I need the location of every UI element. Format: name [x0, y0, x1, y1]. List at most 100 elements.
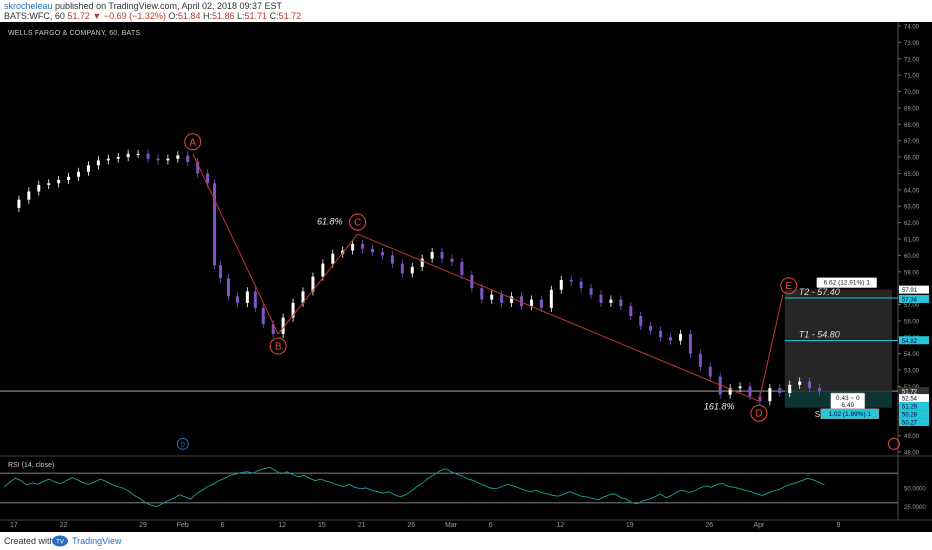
chart-canvas[interactable]: 74.00 73.00 72.00 71.00 70.00 69.00 68.00 67.00… [0, 22, 932, 532]
y-tick-label: 61.00 [904, 238, 920, 244]
rsi-y-tick-label: 50.0000 [904, 487, 926, 493]
y-tick-label: 62.00 [904, 221, 920, 227]
candle-body [281, 317, 285, 335]
price-axis-tag-text: 51.72 [902, 390, 918, 396]
x-tick-label: 17 [10, 522, 18, 529]
candle-body [619, 299, 623, 307]
candle-body [166, 158, 170, 161]
earnings-marker-icon[interactable] [888, 437, 900, 450]
target-label: T2 - 57.40 [799, 287, 840, 297]
author-link[interactable]: skrocheleau [4, 1, 53, 11]
y-tick-label: 60.00 [904, 254, 920, 260]
candle-body [226, 278, 230, 297]
candle-body [738, 386, 742, 389]
candle-body [708, 366, 712, 377]
price-axis-tag [899, 418, 929, 427]
candle-body [291, 302, 295, 318]
candle-body [559, 279, 563, 290]
rsi-line [3, 466, 825, 508]
candle-body [808, 381, 812, 389]
candle-body [400, 263, 404, 274]
fib-annotation: 61.8% [317, 216, 343, 226]
x-tick-label: 19 [626, 522, 634, 529]
price-axis-tag-text: 54.82 [902, 339, 918, 345]
candle-body [460, 261, 464, 276]
wave-label-c: C [354, 218, 361, 229]
wave-label-circle [780, 277, 798, 295]
price-axis-tag [899, 394, 929, 403]
price-axis-tag [899, 410, 929, 419]
candle-body [390, 255, 394, 264]
candle-body [77, 171, 80, 177]
y-tick-label: 59.00 [904, 270, 920, 276]
x-tick-label: Apr [753, 522, 765, 529]
x-tick-label: 15 [318, 522, 326, 529]
wave-label-d: D [755, 409, 762, 420]
stop-label: S [815, 410, 820, 419]
low-value: 51.71 [244, 11, 268, 21]
candle-body [37, 184, 41, 192]
candle-body [380, 252, 384, 256]
candle-body [688, 334, 692, 354]
candle-body [768, 388, 772, 402]
dividend-marker-icon[interactable] [176, 437, 189, 450]
y-tick-label: 65.00 [904, 172, 920, 178]
price-axis-tag [899, 402, 929, 411]
candle-body [331, 253, 335, 264]
candle-body [778, 388, 782, 394]
down-arrow-icon: ▼ [92, 11, 102, 21]
candle-body [579, 281, 583, 289]
candle-body [351, 243, 355, 251]
high-value: 51.86 [211, 11, 235, 21]
y-tick-label: 49.00 [904, 434, 920, 440]
position-info-box-text: 6.49 [841, 402, 854, 409]
x-tick-label: 12 [556, 522, 564, 529]
wave-label-e: E [785, 281, 792, 292]
candle-body [321, 263, 325, 277]
high-label: H: [202, 11, 212, 21]
wave-line [277, 233, 359, 335]
candle-body [311, 276, 315, 292]
x-tick-label: 9 [836, 522, 840, 529]
candle-body [156, 158, 160, 161]
candle-body [271, 324, 275, 335]
y-tick-label: 48.00 [904, 451, 920, 457]
price-axis-tag [899, 285, 929, 294]
candle-body [261, 307, 265, 325]
candle-body [450, 258, 454, 262]
ohlc-line: BATS:WFC, 60 51.72 ▼ −0.69 (−1.32%) O:51… [4, 11, 301, 21]
price-axis-tag-text: 57.34 [902, 297, 918, 303]
candle-body [136, 153, 140, 155]
risk-info-box [820, 408, 880, 420]
created-with-label: Created with [4, 536, 55, 546]
candle-body [17, 199, 21, 208]
candle-body [245, 291, 249, 303]
y-tick-label: 66.00 [904, 156, 920, 162]
tradingview-brand-link[interactable]: TradingView [72, 536, 122, 546]
tradingview-logo-icon[interactable]: TV [51, 534, 69, 548]
rsi-y-tick-label: 25.0000 [904, 505, 926, 511]
candle-body [798, 381, 802, 385]
candle-body [490, 294, 494, 300]
candle-body [86, 165, 90, 172]
price-axis-tag-text: 50.28 [902, 413, 918, 419]
x-tick-label: 26 [407, 522, 415, 529]
wave-label-circle [184, 133, 202, 151]
candle-body [500, 294, 504, 303]
y-tick-label: 56.00 [904, 319, 920, 325]
y-tick-label: 74.00 [904, 25, 920, 31]
y-tick-label: 69.00 [904, 106, 920, 112]
ticker-label: BATS:WFC, 60 [4, 11, 65, 21]
fib-annotation: 161.8% [704, 401, 735, 411]
y-tick-label: 54.00 [904, 352, 920, 358]
x-tick-label: 29 [139, 522, 147, 529]
candle-body [678, 334, 682, 341]
publish-info: published on TradingView.com, April 02, … [55, 1, 283, 11]
y-tick-label: 68.00 [904, 123, 920, 129]
footer: Created with TV TradingView [0, 532, 932, 550]
open-value: 51.84 [177, 11, 201, 21]
x-tick-label: Feb [177, 522, 189, 529]
price-axis-tag-text: 57.91 [902, 288, 918, 294]
candle-body [520, 296, 524, 307]
